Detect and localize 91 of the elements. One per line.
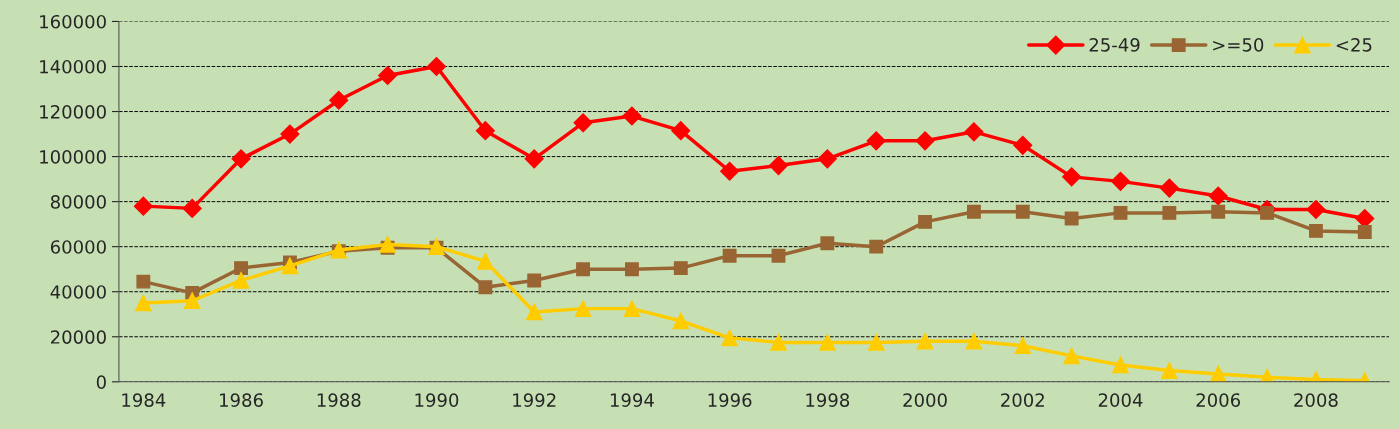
point bbox=[280, 124, 300, 144]
point bbox=[573, 113, 593, 133]
point bbox=[329, 90, 349, 110]
point bbox=[525, 303, 543, 321]
point bbox=[478, 280, 493, 295]
y-tick-label: 0 bbox=[96, 375, 106, 389]
point bbox=[671, 121, 691, 141]
point bbox=[182, 198, 202, 218]
point bbox=[721, 329, 738, 347]
point bbox=[1260, 205, 1275, 220]
legend-label: >=50 bbox=[1213, 38, 1264, 52]
point bbox=[867, 334, 885, 351]
point bbox=[918, 214, 933, 229]
point bbox=[136, 274, 151, 289]
point bbox=[574, 300, 592, 317]
point bbox=[1013, 135, 1033, 155]
point bbox=[1063, 347, 1080, 365]
y-tick-label: 20000 bbox=[50, 330, 106, 344]
y-tick-label: 100000 bbox=[40, 150, 106, 164]
point bbox=[234, 261, 249, 276]
y-tick-label: 60000 bbox=[50, 240, 106, 254]
point bbox=[1015, 204, 1030, 219]
point bbox=[527, 273, 542, 288]
point bbox=[770, 334, 787, 351]
point bbox=[231, 149, 251, 169]
point bbox=[232, 272, 250, 289]
x-tick-label: 2004 bbox=[1098, 393, 1143, 407]
point bbox=[965, 332, 983, 350]
point bbox=[622, 106, 642, 126]
x-tick-label: 1990 bbox=[415, 393, 459, 407]
point bbox=[915, 131, 935, 151]
point bbox=[1113, 205, 1128, 220]
y-tick-label: 160000 bbox=[40, 14, 106, 29]
point bbox=[576, 262, 591, 277]
point bbox=[673, 261, 688, 276]
point bbox=[623, 300, 641, 317]
point bbox=[1112, 356, 1129, 374]
x-tick-label: 1992 bbox=[513, 393, 556, 407]
point bbox=[426, 56, 447, 77]
x-tick-label: 1988 bbox=[317, 393, 361, 407]
x-tick-label: 1998 bbox=[806, 393, 850, 407]
y-tick-label: 80000 bbox=[50, 195, 106, 209]
point bbox=[817, 149, 837, 169]
point bbox=[916, 332, 934, 350]
point bbox=[966, 204, 981, 219]
point bbox=[1161, 362, 1178, 379]
legend-label: 25-49 bbox=[1089, 38, 1140, 52]
point bbox=[1062, 167, 1082, 187]
point bbox=[1064, 211, 1079, 226]
point bbox=[475, 121, 495, 141]
point bbox=[1110, 171, 1131, 191]
x-tick-label: 1994 bbox=[610, 393, 654, 407]
point bbox=[819, 334, 836, 351]
y-tick-label: 140000 bbox=[40, 59, 106, 74]
point bbox=[378, 65, 398, 86]
point bbox=[820, 236, 835, 251]
point bbox=[672, 312, 690, 330]
legend-label: <25 bbox=[1336, 38, 1372, 52]
point bbox=[379, 236, 396, 253]
point bbox=[183, 292, 201, 310]
point bbox=[964, 122, 984, 142]
point bbox=[624, 262, 639, 277]
point bbox=[768, 156, 789, 176]
point bbox=[133, 196, 153, 216]
x-tick-label: 2008 bbox=[1294, 393, 1338, 407]
point bbox=[1159, 178, 1179, 198]
point bbox=[866, 131, 886, 151]
point bbox=[1308, 223, 1323, 238]
point bbox=[771, 248, 786, 263]
point bbox=[1208, 186, 1228, 206]
x-tick-label: 2000 bbox=[903, 393, 947, 407]
x-tick-label: 1984 bbox=[122, 393, 166, 407]
point bbox=[1211, 204, 1226, 219]
x-tick-label: 2006 bbox=[1196, 393, 1241, 407]
point bbox=[1162, 205, 1177, 220]
point bbox=[722, 248, 737, 263]
point bbox=[1306, 199, 1326, 220]
point bbox=[869, 239, 884, 254]
point bbox=[135, 294, 152, 312]
point bbox=[720, 161, 740, 181]
x-tick-label: 1996 bbox=[708, 393, 752, 407]
point bbox=[477, 252, 494, 270]
point bbox=[1357, 225, 1372, 239]
x-tick-label: 2002 bbox=[1001, 393, 1044, 407]
point bbox=[1014, 337, 1032, 355]
point bbox=[1209, 365, 1227, 382]
y-tick-label: 40000 bbox=[50, 285, 106, 299]
point bbox=[281, 257, 299, 275]
point bbox=[524, 149, 544, 169]
y-tick-label: 120000 bbox=[40, 105, 106, 119]
x-tick-label: 1986 bbox=[220, 393, 263, 407]
